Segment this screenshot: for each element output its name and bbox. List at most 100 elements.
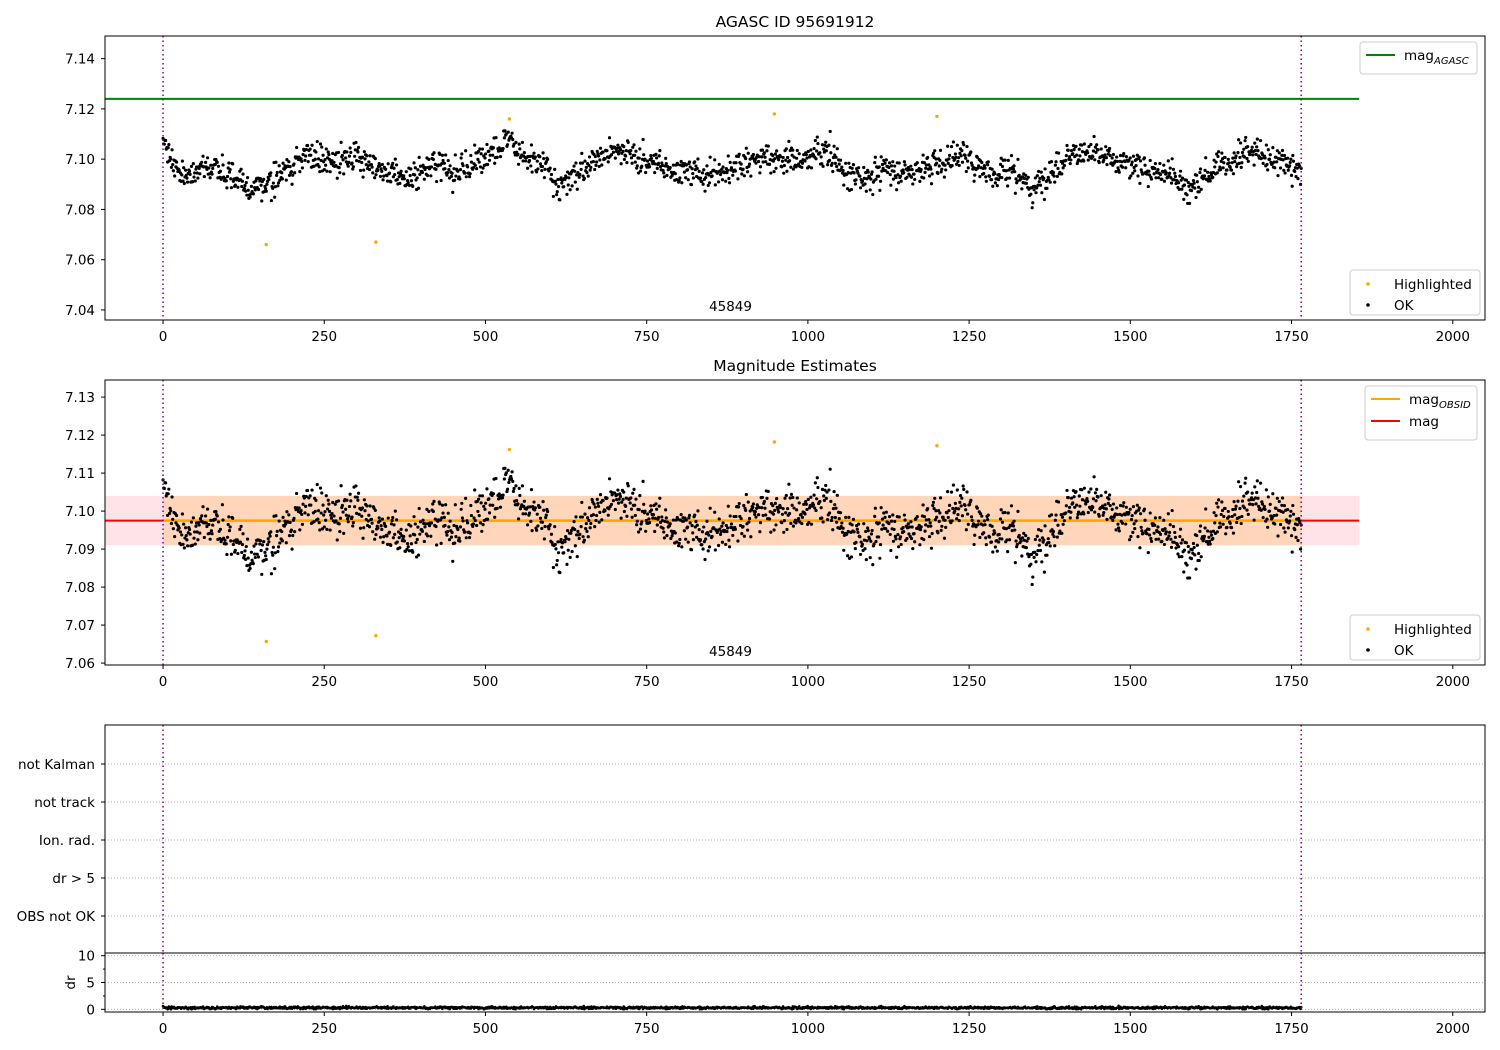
ok-point bbox=[201, 505, 205, 509]
ok-point bbox=[1268, 502, 1272, 506]
ok-point bbox=[758, 521, 763, 525]
ok-point bbox=[299, 509, 303, 513]
ok-point bbox=[338, 529, 342, 534]
ok-point bbox=[1095, 487, 1099, 491]
ok-point bbox=[1065, 143, 1069, 148]
ok-point bbox=[753, 512, 757, 516]
ok-point bbox=[595, 149, 599, 153]
ok-point bbox=[1147, 533, 1152, 537]
ok-point bbox=[671, 163, 676, 167]
ok-point bbox=[909, 520, 913, 524]
ok-point bbox=[1258, 139, 1263, 143]
ok-point bbox=[784, 511, 788, 515]
ok-point bbox=[210, 172, 214, 176]
ok-point bbox=[356, 498, 360, 502]
ok-point bbox=[1286, 508, 1290, 512]
ok-point bbox=[1206, 170, 1210, 174]
ok-point bbox=[773, 508, 777, 513]
ok-point bbox=[181, 179, 185, 183]
ok-point bbox=[459, 507, 463, 511]
ok-point bbox=[911, 182, 915, 186]
ok-point bbox=[1199, 187, 1203, 191]
ok-point bbox=[1016, 157, 1020, 161]
ok-point bbox=[586, 535, 590, 539]
ok-point bbox=[533, 506, 537, 510]
ok-point bbox=[897, 161, 901, 165]
ok-point bbox=[846, 529, 850, 534]
ok-point bbox=[878, 542, 883, 547]
ok-point bbox=[166, 492, 170, 496]
ok-point bbox=[878, 188, 882, 192]
ok-point bbox=[677, 178, 681, 183]
dr-point bbox=[752, 1007, 755, 1010]
ok-point bbox=[640, 520, 644, 524]
ok-point bbox=[445, 173, 449, 177]
ok-point bbox=[1178, 174, 1182, 178]
ok-point bbox=[862, 165, 866, 170]
ok-point bbox=[1080, 498, 1085, 502]
ok-point bbox=[1094, 150, 1098, 154]
ok-point bbox=[760, 506, 764, 510]
ok-point bbox=[960, 149, 964, 153]
ok-point bbox=[1056, 166, 1060, 171]
ok-point bbox=[449, 535, 454, 539]
ok-point bbox=[447, 538, 452, 542]
ok-point bbox=[689, 548, 694, 552]
flag-category-label: Ion. rad. bbox=[39, 833, 95, 849]
ok-point bbox=[720, 540, 725, 544]
ok-point bbox=[1288, 519, 1292, 523]
ok-point bbox=[536, 524, 540, 528]
ok-point bbox=[1197, 558, 1201, 563]
ok-point bbox=[551, 194, 555, 199]
ok-point bbox=[902, 513, 907, 517]
ok-point bbox=[413, 173, 417, 177]
ok-point bbox=[978, 535, 982, 540]
ok-point bbox=[287, 513, 291, 517]
ok-point bbox=[1054, 513, 1058, 517]
ok-point bbox=[815, 497, 819, 501]
ok-point bbox=[1222, 514, 1226, 519]
ok-point bbox=[787, 482, 791, 486]
ok-point bbox=[453, 178, 457, 182]
ok-point bbox=[1261, 515, 1265, 520]
ok-point bbox=[957, 518, 961, 523]
ok-point bbox=[1122, 152, 1126, 156]
ok-point bbox=[653, 516, 657, 520]
ok-point bbox=[544, 160, 548, 164]
dr-points bbox=[161, 1004, 1303, 1011]
ok-point bbox=[1299, 166, 1303, 170]
ok-point bbox=[1038, 183, 1043, 187]
ok-point bbox=[570, 184, 574, 188]
ok-point bbox=[1057, 151, 1061, 155]
ok-point bbox=[634, 497, 638, 501]
ok-point bbox=[624, 496, 628, 500]
ok-point bbox=[1036, 548, 1040, 553]
ok-point bbox=[344, 160, 348, 164]
ok-point bbox=[827, 511, 832, 515]
ok-point bbox=[516, 502, 520, 506]
ok-point bbox=[573, 527, 577, 532]
ok-point bbox=[773, 157, 777, 161]
ok-point bbox=[276, 184, 280, 188]
ok-point bbox=[956, 513, 960, 517]
ok-point bbox=[665, 173, 669, 177]
ok-point bbox=[923, 170, 927, 174]
ok-point bbox=[231, 542, 235, 547]
ok-point bbox=[1173, 530, 1177, 535]
ok-point bbox=[528, 505, 532, 509]
ok-point bbox=[511, 137, 515, 142]
ok-point bbox=[274, 534, 279, 538]
ok-point bbox=[1011, 167, 1016, 171]
ok-point bbox=[593, 525, 597, 529]
ok-point bbox=[815, 476, 819, 480]
ok-point bbox=[495, 506, 499, 510]
ok-point bbox=[941, 515, 945, 519]
ok-point bbox=[409, 542, 414, 546]
ok-point bbox=[1035, 534, 1039, 538]
ok-point bbox=[1026, 175, 1030, 179]
ok-point bbox=[944, 525, 948, 529]
ok-point bbox=[280, 177, 285, 181]
ok-point bbox=[910, 168, 914, 172]
ok-point bbox=[1086, 510, 1090, 515]
ok-point bbox=[495, 155, 499, 159]
